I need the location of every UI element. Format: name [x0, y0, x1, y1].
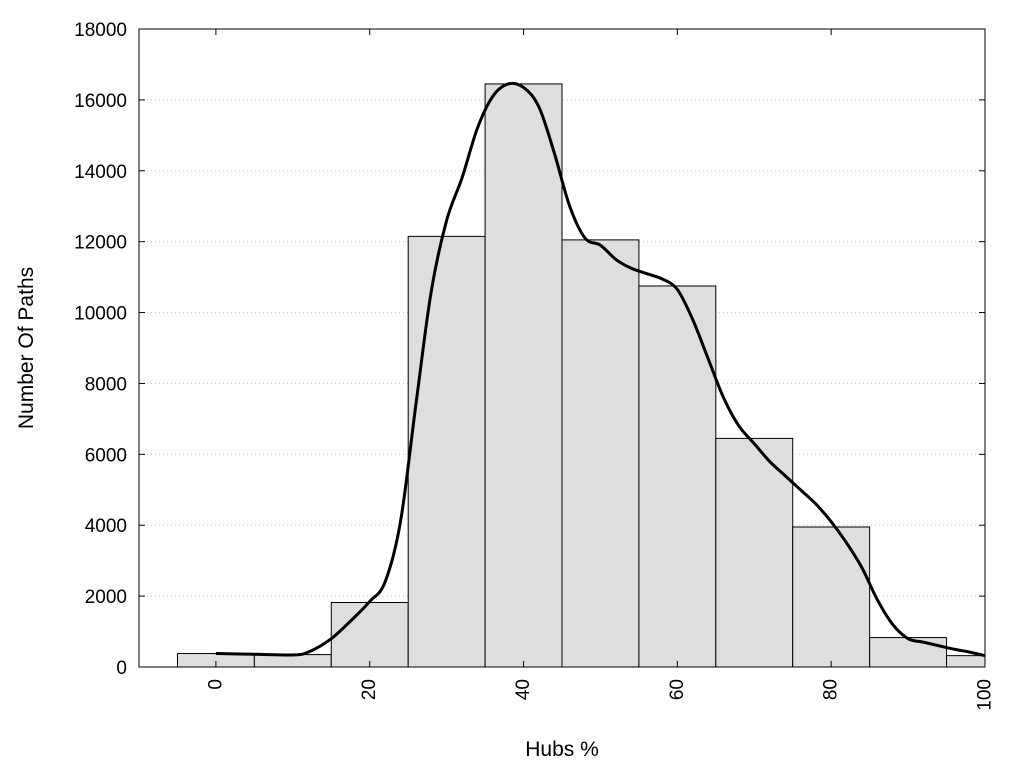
y-tick-label: 2000: [85, 587, 127, 608]
histogram-bars: [176, 83, 986, 668]
y-tick-label: 16000: [74, 91, 127, 112]
histogram-bar: [484, 83, 563, 668]
x-tick-label: 60: [667, 679, 688, 700]
histogram-bar: [946, 655, 986, 668]
x-axis-label: Hubs %: [525, 738, 599, 761]
x-tick-label: 100: [975, 679, 996, 711]
histogram-bar: [253, 654, 332, 668]
y-tick-label: 10000: [74, 304, 127, 325]
histogram-bar: [792, 526, 871, 668]
y-tick-label: 8000: [85, 374, 127, 395]
y-axis-label: Number Of Paths: [15, 267, 38, 429]
histogram-bar: [638, 285, 717, 668]
x-tick-label: 40: [513, 679, 534, 700]
histogram-bar: [869, 637, 948, 668]
histogram-bar: [561, 239, 640, 668]
x-tick-label: 20: [359, 679, 380, 700]
histogram-bar: [407, 235, 486, 668]
x-tick-label: 80: [821, 679, 842, 700]
plot-frame: [138, 28, 986, 668]
y-tick-label: 18000: [74, 20, 127, 41]
y-tick-label: 12000: [74, 233, 127, 254]
histogram-bar: [330, 601, 409, 668]
axis-ticks: 0 2000 4000 6000 8000 10000 12000 14000 16000 180…: [74, 20, 995, 711]
x-tick-label: 0: [205, 679, 226, 690]
y-tick-label: 0: [116, 658, 127, 679]
y-tick-label: 14000: [74, 162, 127, 183]
density-curve: [215, 81, 986, 658]
density-curve-layer: [215, 81, 986, 658]
y-tick-label: 6000: [85, 445, 127, 466]
y-tick-label: 4000: [85, 516, 127, 537]
grid-lines: [139, 99, 985, 597]
